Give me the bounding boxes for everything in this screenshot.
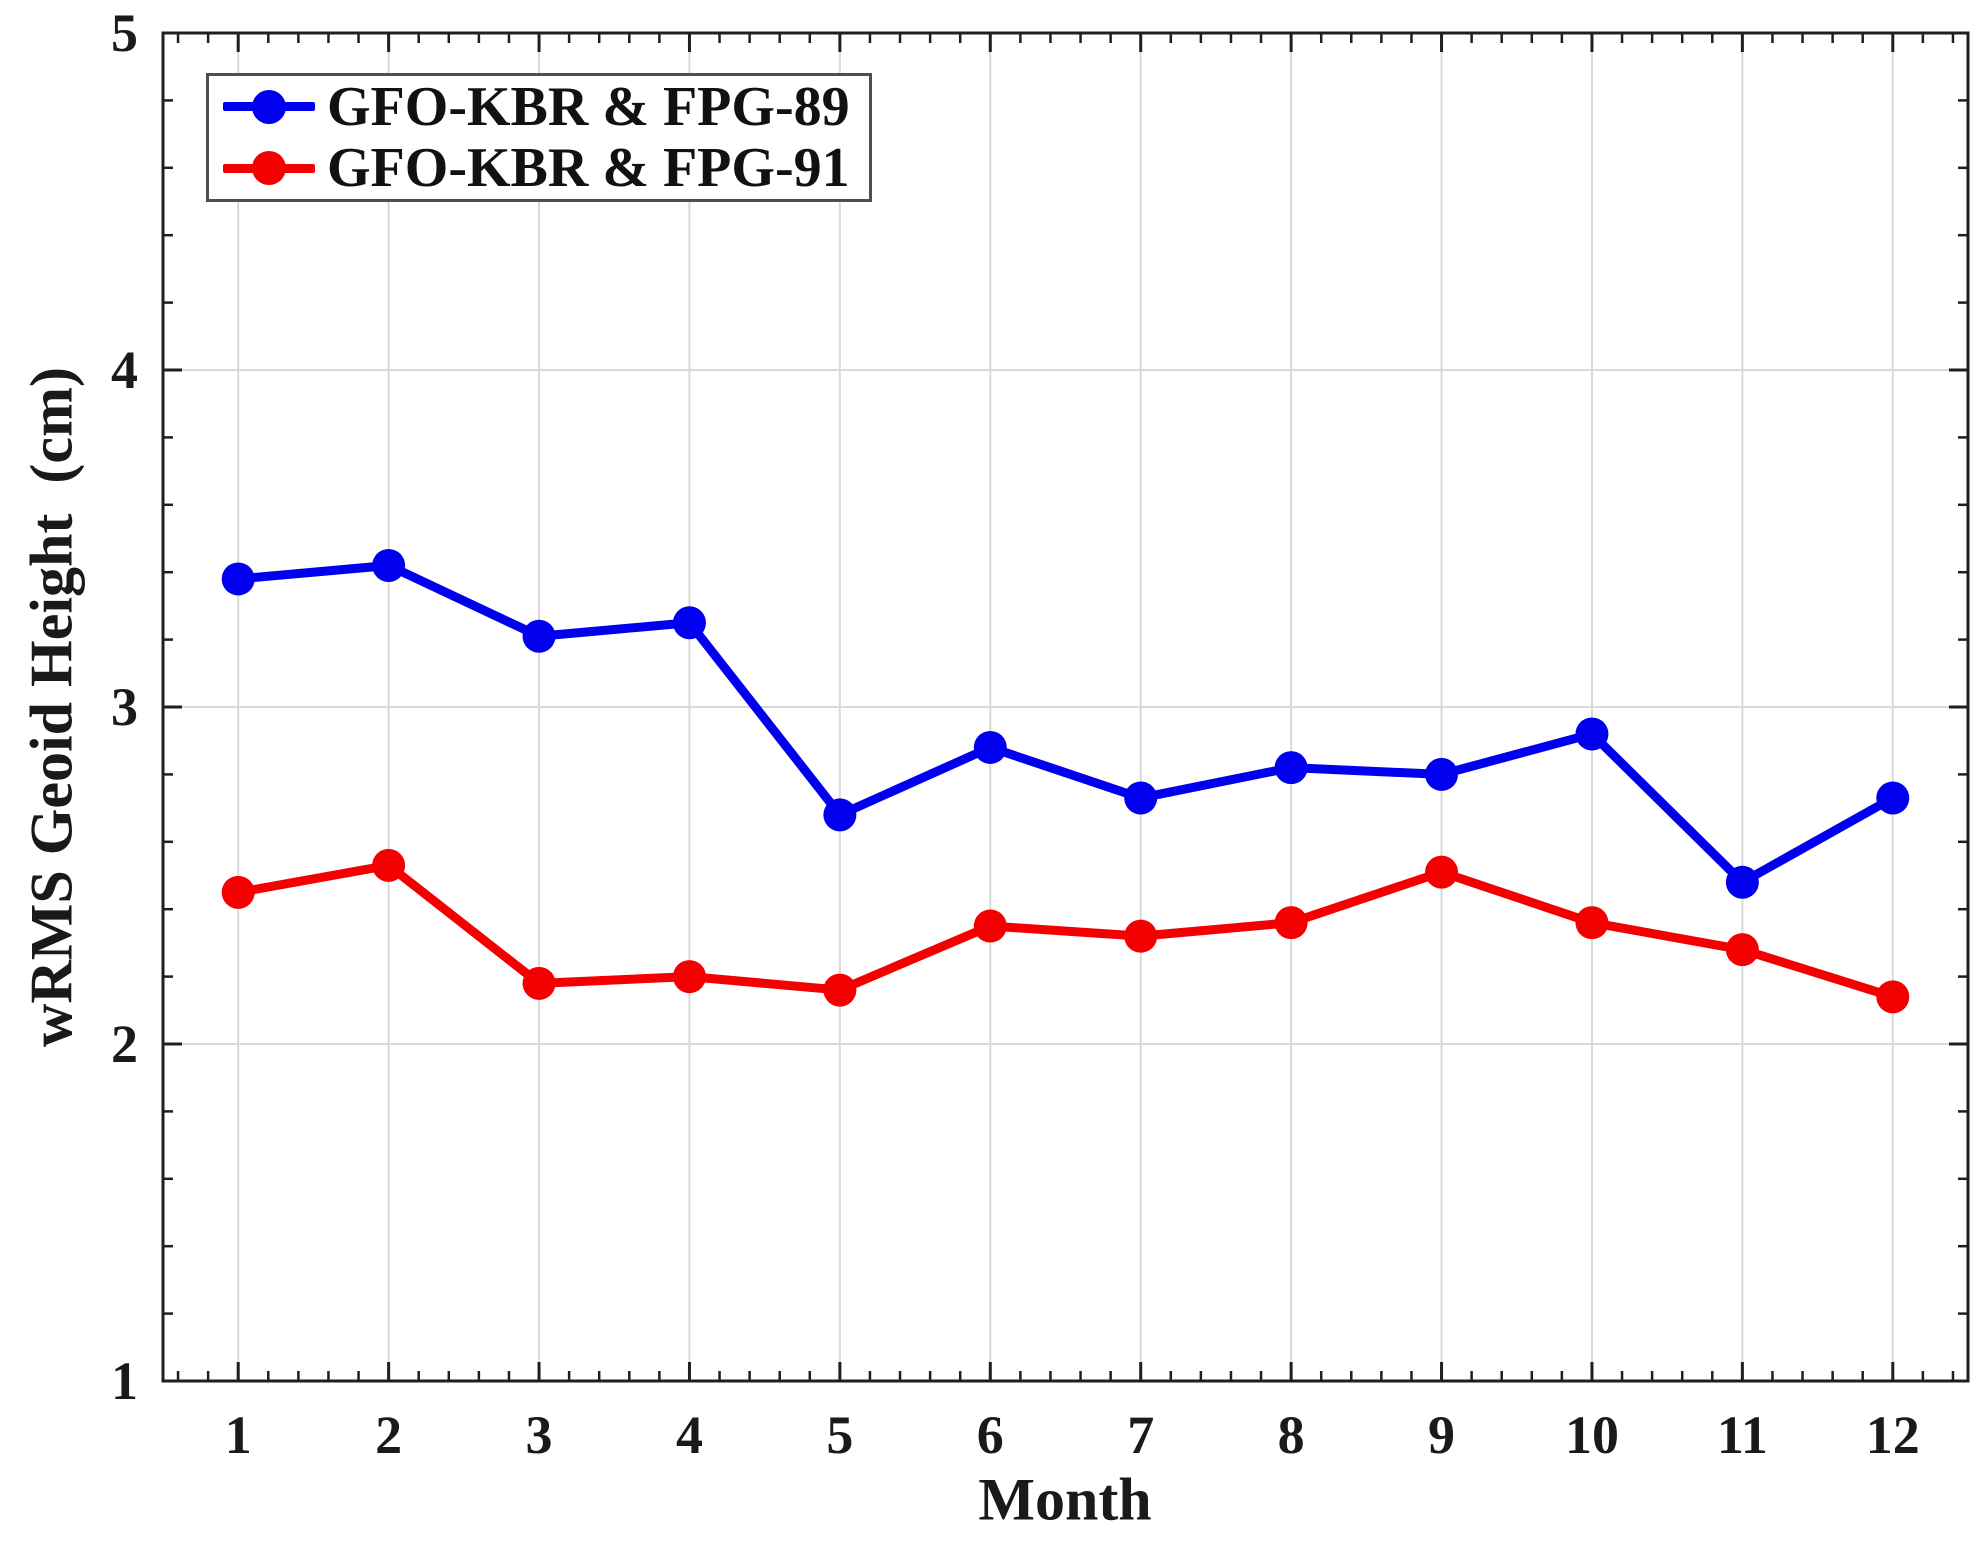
data-point-marker [1575,717,1609,751]
data-point-marker [823,973,857,1007]
data-point-marker [1124,781,1158,815]
data-point-marker [221,562,255,596]
x-axis-tick-label: 1 [225,1405,252,1465]
x-axis-tick-label: 6 [977,1405,1004,1465]
x-axis-tick-label: 9 [1428,1405,1455,1465]
legend-marker-blue [252,89,286,124]
legend-swatch-red [223,151,315,186]
data-point-marker [672,960,706,994]
data-point-marker [1425,855,1459,889]
x-axis-tick-label: 4 [676,1405,703,1465]
data-point-marker [1425,757,1459,791]
legend-marker-red [252,151,286,186]
legend-item-fpg91: GFO-KBR & FPG-91 [209,138,869,200]
data-point-marker [372,848,406,882]
data-point-marker [1124,919,1158,953]
data-point-marker [1725,933,1759,967]
data-point-marker [1274,906,1308,940]
data-point-marker [1876,781,1910,815]
x-axis-tick-label: 5 [826,1405,853,1465]
x-axis-tick-label: 2 [375,1405,402,1465]
data-point-marker [1725,865,1759,899]
data-point-marker [823,798,857,832]
data-point-marker [221,875,255,909]
y-axis-title: wRMS Geoid Height (cm) [18,367,85,1047]
data-point-marker [973,730,1007,764]
y-axis-tick-label: 5 [111,3,138,63]
x-axis-tick-label: 10 [1565,1405,1619,1465]
y-axis-tick-label: 3 [111,677,138,737]
data-point-marker [522,619,556,653]
data-point-marker [1575,906,1609,940]
legend-label-fpg89: GFO-KBR & FPG-89 [327,75,850,138]
data-point-marker [973,909,1007,943]
legend: GFO-KBR & FPG-89 GFO-KBR & FPG-91 [206,73,872,202]
series-line-0 [233,560,1898,887]
data-point-marker [672,606,706,640]
x-axis-tick-label: 8 [1278,1405,1305,1465]
data-point-marker [372,548,406,582]
data-point-marker [522,966,556,1000]
x-axis-tick-label: 3 [526,1405,553,1465]
x-axis-tick-label: 12 [1866,1405,1920,1465]
y-axis-tick-label: 2 [111,1014,138,1074]
x-axis-tick-label: 7 [1127,1405,1154,1465]
x-axis-tick-label: 11 [1717,1405,1768,1465]
y-axis-tick-label: 1 [111,1351,138,1411]
data-point-marker [1274,751,1308,785]
x-axis-title: Month [978,1466,1152,1533]
legend-item-fpg89: GFO-KBR & FPG-89 [209,76,869,138]
y-axis-tick-label: 4 [111,340,138,400]
legend-swatch-blue [223,89,315,124]
data-point-marker [1876,980,1910,1014]
series-line-1 [233,860,1898,1002]
legend-label-fpg91: GFO-KBR & FPG-91 [327,137,850,200]
